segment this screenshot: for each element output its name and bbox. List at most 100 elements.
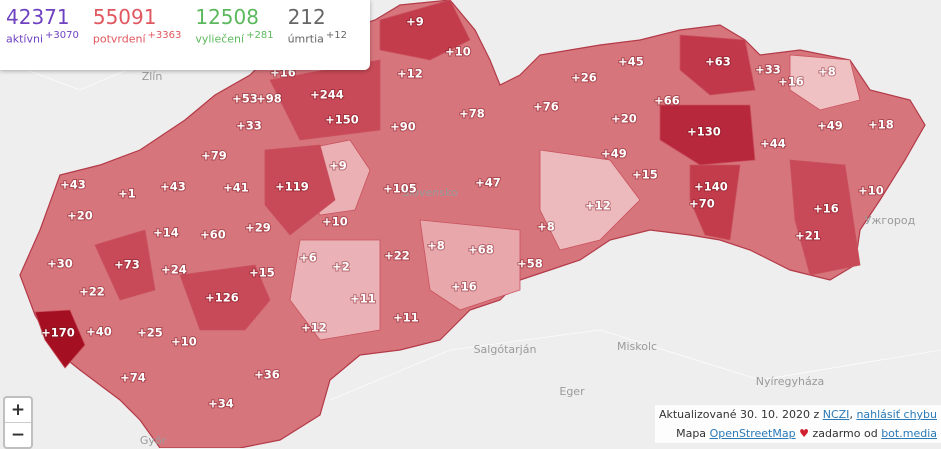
place-name: Zlín xyxy=(142,70,163,83)
district-label: +12 xyxy=(301,321,327,335)
stat: 212 úmrtia +12 xyxy=(288,4,347,66)
district-label: +244 xyxy=(310,88,344,102)
attribution: Aktualizované 30. 10. 2020 z NCZI, nahlá… xyxy=(654,405,941,443)
stat-value: 212 xyxy=(287,5,326,29)
heart: ♥ xyxy=(799,427,809,440)
road xyxy=(329,329,941,401)
place-name: Győr xyxy=(140,434,167,447)
credit-line: Mapa OpenStreetMap ♥ zadarmo od bot.medi… xyxy=(654,424,941,443)
free-text: zadarmo od xyxy=(812,427,878,440)
stat-name: aktívni xyxy=(6,32,44,46)
district-label: +11 xyxy=(393,311,419,325)
district-label: +15 xyxy=(249,266,275,280)
district-label: +22 xyxy=(384,249,410,263)
place-name: Nyíregyháza xyxy=(756,375,825,388)
zoom-out[interactable]: − xyxy=(10,425,26,445)
zoom-control: + − xyxy=(3,396,33,449)
district-label: +10 xyxy=(171,335,197,349)
district-label: +58 xyxy=(517,257,543,271)
district-label: +14 xyxy=(153,226,179,240)
region xyxy=(179,264,271,331)
stat-name: potvrdení xyxy=(92,32,146,46)
district-label: +36 xyxy=(254,368,280,382)
district-label: +10 xyxy=(858,184,884,198)
osm-link[interactable]: OpenStreetMap xyxy=(709,427,796,440)
district-label: +6 xyxy=(299,251,317,265)
stat-value: 55091 xyxy=(92,5,157,29)
district-label: +12 xyxy=(585,199,611,213)
stat-value: 12508 xyxy=(195,5,259,29)
district-label: +90 xyxy=(390,120,416,134)
district-label: +47 xyxy=(475,176,501,190)
district-label: +40 xyxy=(86,325,112,339)
district-label: +45 xyxy=(618,55,644,69)
district-label: +33 xyxy=(236,119,262,133)
district-label: +170 xyxy=(41,326,75,340)
district-label: +25 xyxy=(137,326,163,340)
district-label: +11 xyxy=(350,292,376,306)
district-label: +29 xyxy=(245,221,271,235)
stat-change: +12 xyxy=(325,30,347,41)
district-label: +60 xyxy=(200,228,226,242)
district-label: +119 xyxy=(275,180,309,194)
district-label: +150 xyxy=(325,113,359,127)
updated: Aktualizované 30. 10. 2020 z xyxy=(658,408,820,421)
district-label: +9 xyxy=(406,15,424,29)
stat-change: +3070 xyxy=(45,30,79,41)
district-label: +98 xyxy=(256,92,282,106)
source-link[interactable]: NCZI xyxy=(822,408,850,421)
district-label: +18 xyxy=(868,118,894,132)
region xyxy=(689,164,741,241)
district-label: +12 xyxy=(397,67,423,81)
credit-link[interactable]: bot.media xyxy=(881,427,937,440)
district-label: +30 xyxy=(47,257,73,271)
map-text: Mapa xyxy=(676,427,707,440)
district-label: +78 xyxy=(459,107,485,121)
district-label: +126 xyxy=(205,291,239,305)
place-name: Salgótarján xyxy=(474,343,537,356)
district-label: +16 xyxy=(451,280,477,294)
district-label: +22 xyxy=(79,285,105,299)
district-label: +105 xyxy=(383,182,417,196)
report-link[interactable]: nahlásiť chybu xyxy=(856,408,937,421)
place-name: Eger xyxy=(559,385,585,398)
region xyxy=(419,219,521,311)
district-label: +20 xyxy=(67,209,93,223)
stat-label: aktívni +3070 xyxy=(6,30,79,46)
stat-change: +281 xyxy=(246,30,274,41)
district-label: +140 xyxy=(694,180,728,194)
zoom-in[interactable]: + xyxy=(5,398,31,423)
region xyxy=(789,54,861,111)
stat-label: vyliečení +281 xyxy=(195,30,273,46)
stat: 55091 potvrdení +3363 xyxy=(93,4,181,66)
district-label: +49 xyxy=(817,119,843,133)
district-label: +24 xyxy=(161,263,187,277)
district-label: +76 xyxy=(533,100,559,114)
region xyxy=(289,239,381,341)
stats-box: 42371 aktívni +3070 55091 potvrdení +3363 1250… xyxy=(0,0,370,70)
region xyxy=(679,34,756,96)
stat-value: 42371 xyxy=(6,5,70,29)
place-name: Ужгород xyxy=(865,214,916,227)
district-label: +79 xyxy=(201,149,227,163)
district-label: +1 xyxy=(118,187,136,201)
update-line: Aktualizované 30. 10. 2020 z NCZI, nahlá… xyxy=(654,405,941,424)
district-label: +34 xyxy=(208,397,234,411)
district-label: +41 xyxy=(223,181,249,195)
region xyxy=(264,144,336,236)
district-label: +2 xyxy=(332,260,350,274)
district-label: +15 xyxy=(632,168,658,182)
district-label: +63 xyxy=(705,55,731,69)
stat: 12508 vyliečení +281 xyxy=(195,4,273,66)
district-label: +70 xyxy=(689,197,715,211)
region xyxy=(539,149,641,251)
district-label: +130 xyxy=(687,125,721,139)
district-label: +66 xyxy=(654,94,680,108)
district-label: +43 xyxy=(160,180,186,194)
place-name: Slovensko xyxy=(402,186,458,199)
district-label: +16 xyxy=(813,202,839,216)
district-label: +8 xyxy=(537,220,555,234)
stat-name: úmrtia xyxy=(287,32,324,46)
separator: , xyxy=(849,408,853,421)
